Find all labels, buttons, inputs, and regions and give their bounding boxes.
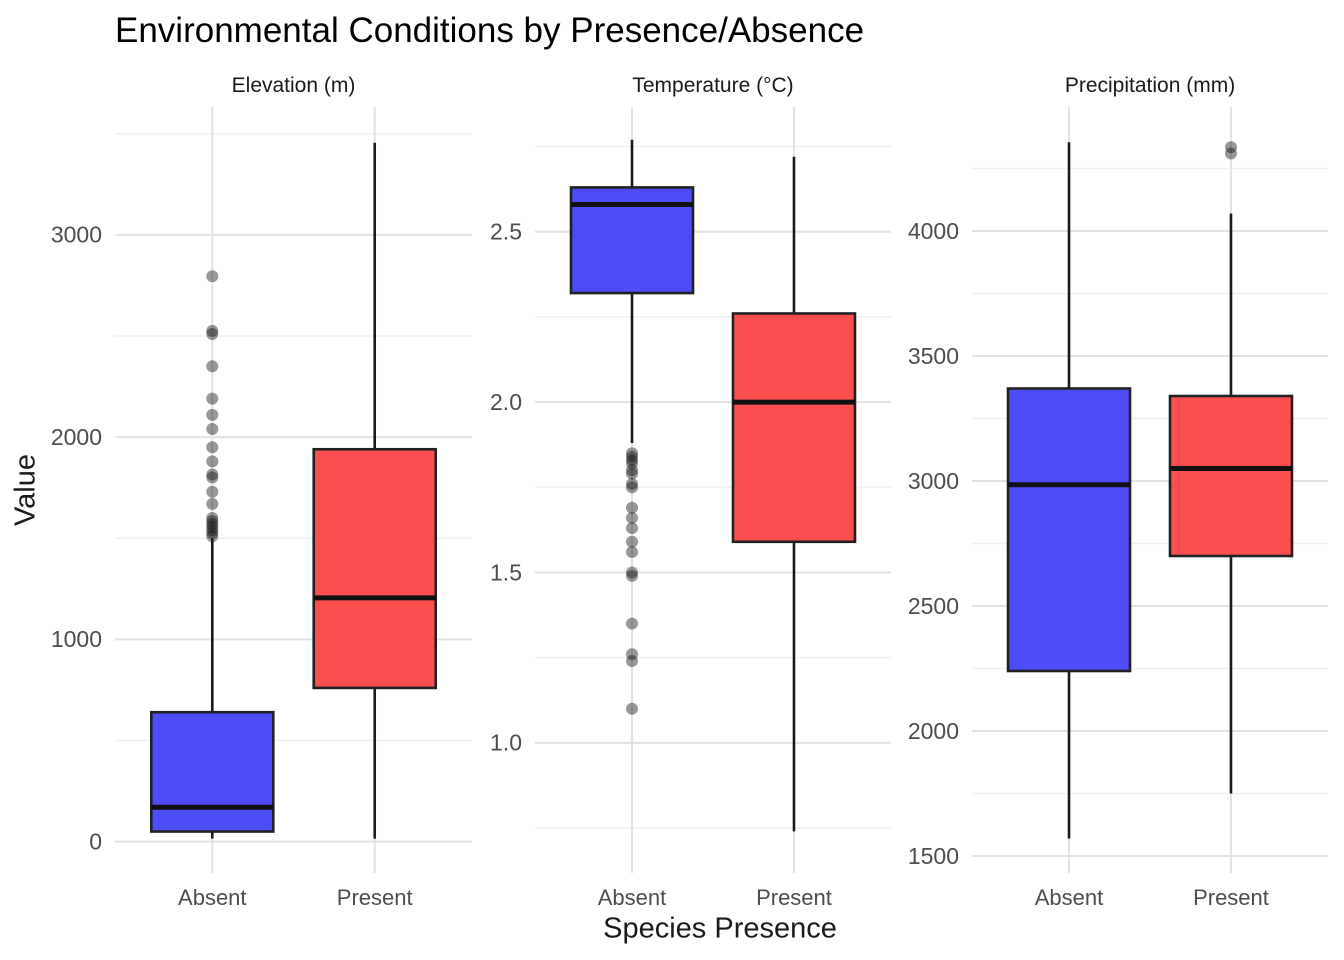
y-tick-label: 2000 bbox=[908, 718, 959, 744]
outlier-point bbox=[626, 511, 639, 524]
outlier-point bbox=[206, 392, 219, 405]
outlier-point bbox=[206, 512, 219, 525]
outlier-point bbox=[1224, 141, 1237, 154]
outlier-point bbox=[206, 471, 219, 484]
outlier-point bbox=[206, 497, 219, 510]
outlier-point bbox=[206, 468, 219, 481]
x-tick-label: Absent bbox=[598, 885, 667, 910]
box-present bbox=[1168, 394, 1294, 558]
outlier-point bbox=[626, 702, 639, 715]
y-tick-label: 3500 bbox=[908, 343, 959, 369]
outlier-point bbox=[626, 522, 639, 535]
outlier-point bbox=[626, 464, 639, 477]
y-tick-label: 2.0 bbox=[490, 389, 522, 415]
facet-title: Temperature (°C) bbox=[632, 74, 793, 97]
facet-title: Elevation (m) bbox=[232, 74, 356, 97]
box-present bbox=[731, 312, 857, 544]
x-tick-label: Present bbox=[337, 885, 413, 910]
y-tick-label: 4000 bbox=[908, 218, 959, 244]
y-tick-label: 2500 bbox=[908, 593, 959, 619]
outlier-point bbox=[206, 270, 219, 283]
x-tick-label: Absent bbox=[178, 885, 247, 910]
x-tick-label: Present bbox=[1193, 885, 1269, 910]
outlier-point bbox=[206, 455, 219, 468]
outlier-point bbox=[206, 518, 219, 531]
outlier-point bbox=[206, 360, 219, 373]
outlier-point bbox=[206, 521, 219, 534]
x-axis-title: Species Presence bbox=[603, 912, 837, 945]
outlier-point bbox=[1224, 147, 1237, 160]
y-tick-label: 2.5 bbox=[490, 219, 522, 245]
outlier-point bbox=[626, 655, 639, 668]
outlier-point bbox=[206, 524, 219, 537]
outlier-point bbox=[206, 423, 219, 436]
y-tick-label: 1.5 bbox=[490, 559, 522, 585]
outlier-point bbox=[626, 454, 639, 467]
outlier-point bbox=[626, 467, 639, 480]
outlier-point bbox=[206, 441, 219, 454]
outlier-point bbox=[626, 617, 639, 630]
y-tick-label: 1500 bbox=[908, 843, 959, 869]
box-absent bbox=[149, 710, 275, 833]
outlier-point bbox=[626, 648, 639, 661]
y-tick-label: 3000 bbox=[51, 222, 102, 248]
facet-title: Precipitation (mm) bbox=[1065, 74, 1235, 97]
outlier-point bbox=[206, 327, 219, 340]
outlier-point bbox=[626, 477, 639, 490]
outlier-point bbox=[206, 324, 219, 337]
outlier-point bbox=[206, 527, 219, 540]
y-tick-label: 1.0 bbox=[490, 730, 522, 756]
outlier-point bbox=[626, 546, 639, 559]
outlier-point bbox=[626, 450, 639, 463]
x-tick-label: Present bbox=[756, 885, 832, 910]
box-absent bbox=[1006, 387, 1132, 673]
x-tick-label: Absent bbox=[1035, 885, 1104, 910]
y-tick-label: 2000 bbox=[51, 424, 102, 450]
outlier-point bbox=[626, 501, 639, 514]
box-present bbox=[312, 447, 438, 690]
outlier-point bbox=[206, 408, 219, 421]
outlier-point bbox=[206, 530, 219, 543]
outlier-point bbox=[206, 515, 219, 528]
outlier-point bbox=[626, 481, 639, 494]
outlier-point bbox=[626, 535, 639, 548]
outlier-point bbox=[206, 485, 219, 498]
outlier-point bbox=[626, 457, 639, 470]
y-tick-label: 3000 bbox=[908, 468, 959, 494]
outlier-point bbox=[626, 566, 639, 579]
outlier-point bbox=[626, 569, 639, 582]
y-tick-label: 0 bbox=[89, 828, 102, 854]
y-axis-title: Value bbox=[9, 453, 42, 527]
chart-title: Environmental Conditions by Presence/Abs… bbox=[115, 11, 865, 50]
outlier-point bbox=[626, 447, 639, 460]
y-tick-label: 1000 bbox=[51, 626, 102, 652]
